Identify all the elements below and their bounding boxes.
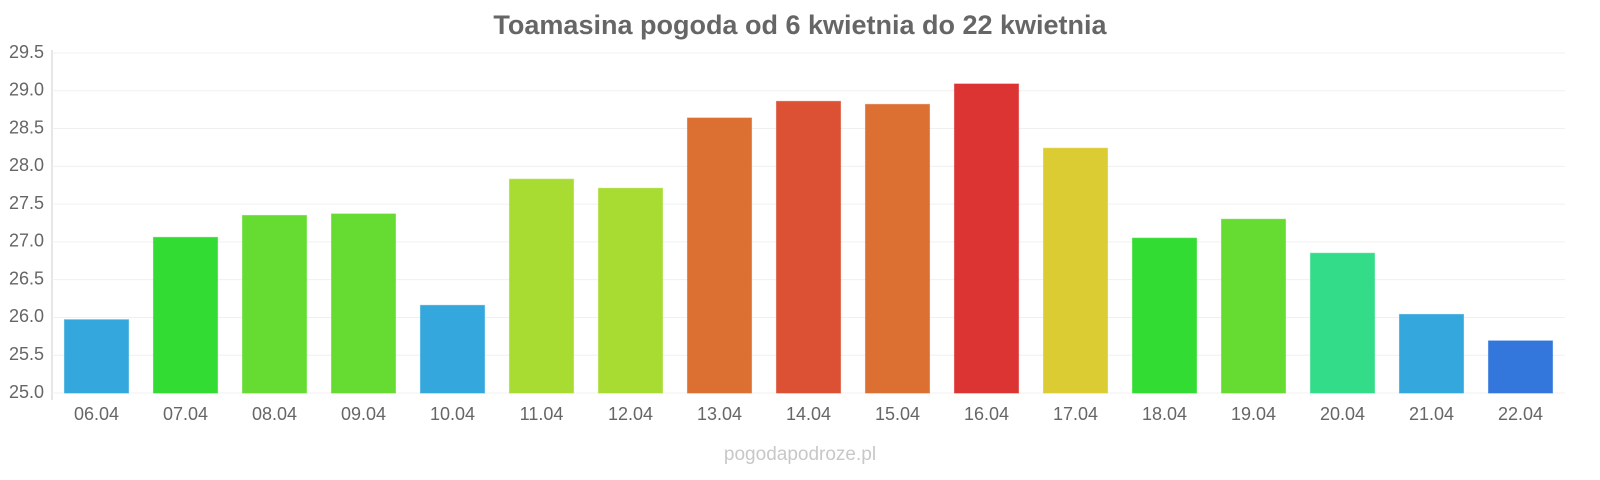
x-tick-label: 07.04 [163, 404, 208, 424]
bar [1131, 237, 1198, 394]
y-tick-label: 25.5 [9, 344, 44, 364]
x-tick-label: 08.04 [252, 404, 297, 424]
y-tick-label: 25.0 [9, 382, 44, 402]
chart-title: Toamasina pogoda od 6 kwietnia do 22 kwi… [493, 10, 1107, 40]
bar [953, 83, 1020, 394]
x-tick-label: 13.04 [697, 404, 742, 424]
y-tick-label: 26.5 [9, 268, 44, 288]
bar [1309, 252, 1376, 394]
y-tick-label: 29.0 [9, 80, 44, 100]
x-tick-label: 10.04 [430, 404, 475, 424]
y-tick-label: 26.0 [9, 306, 44, 326]
bar [597, 187, 664, 394]
y-tick-label: 27.5 [9, 193, 44, 213]
y-tick-label: 29.5 [9, 42, 44, 62]
x-tick-label: 16.04 [964, 404, 1009, 424]
bar [1487, 340, 1554, 394]
x-tick-label: 18.04 [1142, 404, 1187, 424]
y-tick-label: 28.5 [9, 117, 44, 137]
x-tick-label: 06.04 [74, 404, 119, 424]
x-tick-label: 15.04 [875, 404, 920, 424]
bar [419, 304, 486, 394]
bar [330, 213, 397, 394]
x-tick-label: 14.04 [786, 404, 831, 424]
bar [864, 103, 931, 394]
x-tick-label: 22.04 [1498, 404, 1543, 424]
bar [63, 319, 130, 394]
x-tick-label: 12.04 [608, 404, 653, 424]
x-tick-label: 17.04 [1053, 404, 1098, 424]
bar [686, 117, 753, 394]
bar [1220, 218, 1287, 394]
y-tick-label: 28.0 [9, 155, 44, 175]
y-tick-label: 27.0 [9, 231, 44, 251]
watermark: pogodapodroze.pl [724, 444, 876, 465]
x-tick-label: 11.04 [520, 404, 564, 424]
x-tick-label: 09.04 [341, 404, 386, 424]
bar [241, 214, 308, 394]
x-tick-label: 21.04 [1409, 404, 1454, 424]
bar [775, 100, 842, 394]
bar [508, 178, 575, 394]
x-tick-label: 20.04 [1320, 404, 1365, 424]
x-tick-label: 19.04 [1231, 404, 1276, 424]
bar [1042, 147, 1109, 394]
bar [1398, 313, 1465, 394]
bar [152, 236, 219, 394]
